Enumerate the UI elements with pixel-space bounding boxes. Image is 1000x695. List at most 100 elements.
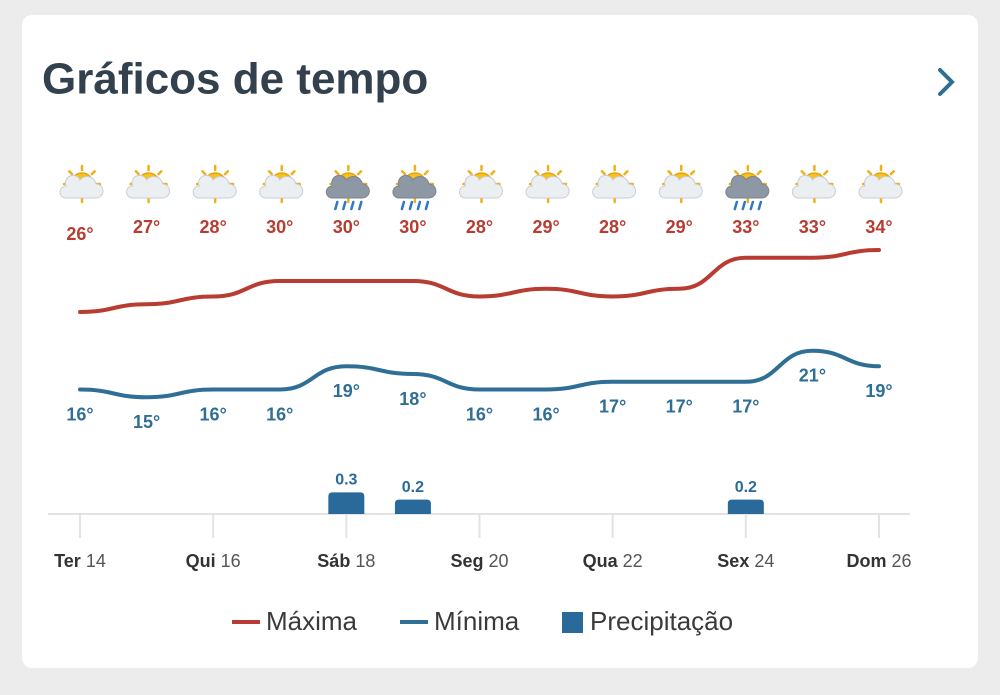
sun-ray xyxy=(157,170,163,176)
cloud xyxy=(126,174,171,199)
value-label: 26° xyxy=(66,224,93,244)
sun-ray xyxy=(400,170,407,176)
sun-ray xyxy=(556,170,563,176)
sun-ray xyxy=(600,170,607,176)
legend-swatch xyxy=(562,612,583,633)
sun-ray xyxy=(134,170,140,176)
value-label: 28° xyxy=(466,217,493,237)
value-label: 16° xyxy=(466,404,493,424)
value-label: 18° xyxy=(399,389,426,409)
precip-label: 0.2 xyxy=(402,479,424,496)
weather-icon xyxy=(725,164,770,211)
cloud xyxy=(592,174,637,199)
value-label: 15° xyxy=(133,412,160,432)
cloud xyxy=(59,174,104,199)
x-tick-part: Ter xyxy=(54,551,81,571)
precip-bar xyxy=(394,499,431,514)
weather-icon xyxy=(858,164,903,204)
value-label: 17° xyxy=(599,397,626,417)
sun-ray xyxy=(423,170,429,176)
value-label: 29° xyxy=(532,217,559,237)
x-tick-label: Seg 20 xyxy=(450,551,508,571)
x-tick-label: Qua 22 xyxy=(583,551,643,571)
weather-icon xyxy=(259,164,304,204)
sun-ray xyxy=(534,170,540,176)
x-tick-part: 14 xyxy=(81,551,106,571)
chevron[interactable] xyxy=(938,68,955,96)
x-tick-label: Dom 26 xyxy=(846,551,911,571)
sun-ray xyxy=(68,170,74,176)
line-series xyxy=(78,348,881,400)
sun-ray xyxy=(823,170,829,176)
weather-icon xyxy=(525,164,570,204)
x-tick-part: Sex xyxy=(717,551,749,571)
cloud xyxy=(858,174,903,199)
rain-drop xyxy=(358,200,363,211)
legend-label: Mínima xyxy=(434,606,520,636)
x-tick-part: Seg xyxy=(450,551,483,571)
value-label: 16° xyxy=(532,404,559,424)
legend-label: Precipitação xyxy=(590,606,733,636)
value-label: 28° xyxy=(200,217,227,237)
rain-drop xyxy=(400,200,406,211)
rain-drop xyxy=(749,200,755,211)
value-label: 27° xyxy=(133,217,160,237)
rain-drop xyxy=(741,200,747,211)
sun-ray xyxy=(490,170,496,176)
sun-ray xyxy=(756,170,762,176)
precip-label: 0.2 xyxy=(735,479,757,496)
rain-drop xyxy=(757,200,763,211)
value-label: 33° xyxy=(732,217,759,237)
weather-icon xyxy=(658,164,703,204)
x-tick-part: Qua xyxy=(583,551,619,571)
value-label: 19° xyxy=(865,381,892,401)
weather-icon xyxy=(459,164,503,204)
x-tick-part: 20 xyxy=(483,551,508,571)
rain-drop xyxy=(424,200,430,211)
value-label: 34° xyxy=(865,217,892,237)
x-tick-label: Sáb 18 xyxy=(317,551,375,571)
rain-drop xyxy=(733,200,739,211)
x-tick-part: Qui xyxy=(186,551,216,571)
precip-bar xyxy=(727,499,764,514)
sun-ray xyxy=(356,170,363,176)
value-label: 17° xyxy=(666,397,693,417)
weather-icon xyxy=(325,164,370,211)
value-label: 16° xyxy=(66,404,93,424)
value-label: 19° xyxy=(333,381,360,401)
cloud xyxy=(259,174,304,199)
sun-ray xyxy=(889,170,895,176)
value-label: 33° xyxy=(799,217,826,237)
cloud xyxy=(525,174,570,199)
sun-ray xyxy=(623,170,629,176)
rain-drop xyxy=(334,200,339,211)
x-tick-label: Ter 14 xyxy=(54,551,106,571)
sun-ray xyxy=(689,170,696,176)
sun-ray xyxy=(223,170,230,176)
sun-ray xyxy=(867,170,873,176)
value-label: 28° xyxy=(599,217,626,237)
precip-bar xyxy=(328,492,365,514)
rain-drop xyxy=(342,200,347,211)
value-label: 21° xyxy=(799,366,826,386)
sun-ray xyxy=(201,170,207,176)
cloud xyxy=(459,174,503,199)
sun-ray xyxy=(667,170,673,176)
cloud xyxy=(791,174,836,199)
x-tick-part: 18 xyxy=(350,551,375,571)
sun-ray xyxy=(290,170,296,176)
sun-ray xyxy=(90,170,96,176)
x-tick-part: 22 xyxy=(618,551,643,571)
line-series xyxy=(78,248,881,314)
x-tick-part: 16 xyxy=(216,551,241,571)
x-tick-label: Sex 24 xyxy=(717,551,774,571)
sun-ray xyxy=(800,170,806,176)
x-tick-part: Dom xyxy=(846,551,886,571)
x-tick-part: 24 xyxy=(749,551,774,571)
weather-icon xyxy=(192,164,237,204)
rain-drop xyxy=(416,200,422,211)
sun-ray xyxy=(733,170,740,176)
x-tick-label: Qui 16 xyxy=(186,551,241,571)
value-label: 16° xyxy=(266,404,293,424)
precip-label: 0.3 xyxy=(335,472,357,489)
